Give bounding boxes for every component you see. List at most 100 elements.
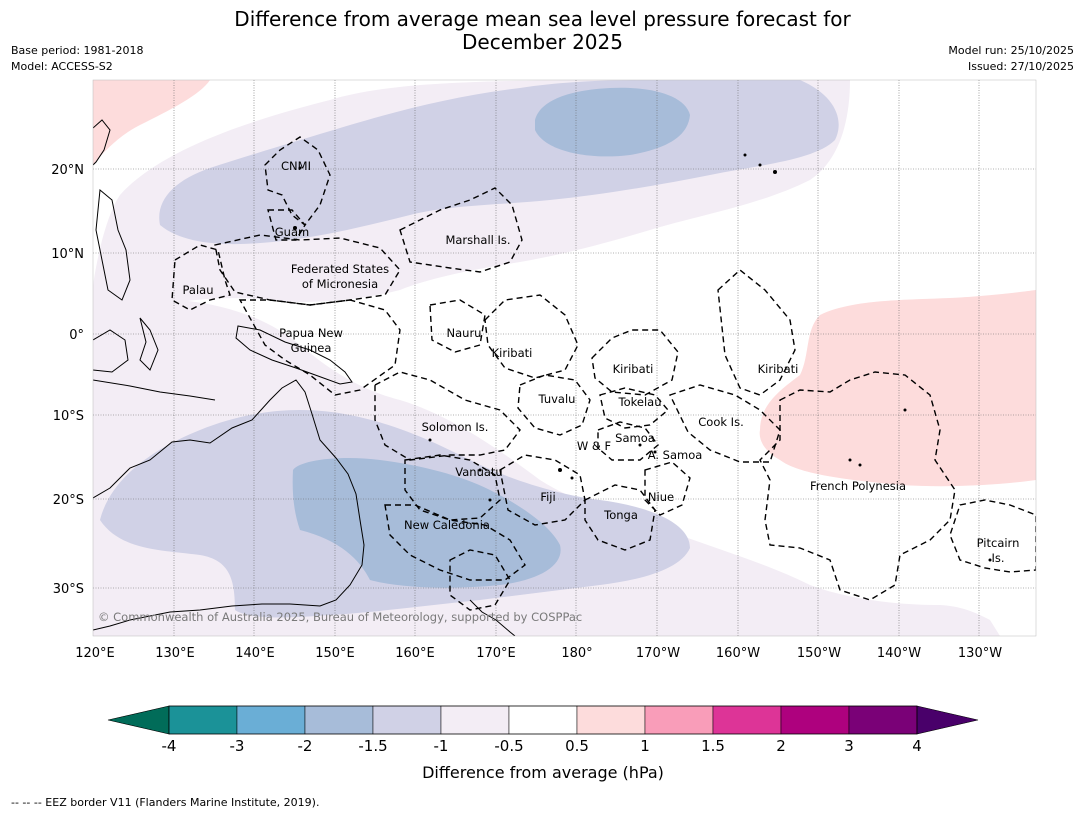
place-label: Guam (275, 225, 309, 239)
colorbar-segment (644, 705, 714, 735)
place-label: of Micronesia (302, 277, 378, 291)
colorbar-tick: -0.5 (494, 737, 523, 755)
colorbar: -4 -3 -2 -1.5 -1 -0.5 0.5 1 1.5 2 3 4 Di… (107, 705, 979, 782)
title-line-1: Difference from average mean sea level p… (234, 7, 851, 31)
lon-label: 160°W (716, 646, 760, 661)
lat-label: 30°S (53, 582, 84, 597)
eez-niue (644, 461, 691, 516)
place-label: Vanuatu (455, 465, 502, 479)
eez-french-polynesia (759, 371, 956, 601)
base-period: Base period: 1981-2018 (11, 44, 144, 57)
eez-palau (171, 244, 231, 311)
place-label: Papua New (279, 326, 343, 340)
colorbar-segment (168, 705, 238, 735)
place-label: French Polynesia (810, 479, 906, 493)
coastline-asia (93, 119, 111, 166)
anomaly-region-pink-east (759, 290, 1036, 487)
colorbar-under-arrow (107, 705, 170, 735)
colorbar-segment (508, 705, 578, 735)
islands (293, 153, 992, 562)
lat-label: 10°S (53, 409, 84, 424)
eez-nz-kermadec (449, 549, 511, 611)
coastline-borneo-sulawesi (93, 317, 159, 373)
graticule (93, 80, 1036, 636)
colorbar-tick: -3 (230, 737, 245, 755)
colorbar-segment (440, 705, 510, 735)
place-label: New Caledonia (404, 518, 490, 532)
coastline-australia (93, 379, 365, 631)
lat-label: 20°S (53, 493, 84, 508)
colorbar-segment (372, 705, 442, 735)
coastline-philippines (95, 189, 131, 301)
map-frame (92, 79, 1037, 637)
colorbar-tick: -1 (434, 737, 449, 755)
colorbar-segments (168, 705, 918, 735)
place-label: Kiribati (758, 362, 799, 376)
colorbar-tick: 4 (912, 737, 922, 755)
colorbar-tick: -1.5 (358, 737, 387, 755)
issued-date: Issued: 27/10/2025 (967, 60, 1074, 73)
colorbar-tick: 1 (640, 737, 650, 755)
lon-label: 180° (561, 646, 592, 661)
place-label: Solomon Is. (422, 420, 489, 434)
lon-label: 140°W (877, 646, 921, 661)
latitude-axis: 20°N 10°N 0° 10°S 20°S 30°S (51, 163, 84, 597)
colorbar-segment (236, 705, 306, 735)
lon-label: 150°W (797, 646, 841, 661)
anomaly-region-pink-northwest (93, 80, 210, 165)
copyright-notice: © Commonwealth of Australia 2025, Bureau… (98, 610, 582, 624)
coastlines (93, 119, 516, 636)
place-label: Guinea (291, 341, 332, 355)
place-label: Nauru (447, 326, 482, 340)
lon-label: 140°E (235, 646, 275, 661)
eez-cook (669, 384, 781, 463)
model-run: Model run: 25/10/2025 (948, 44, 1074, 57)
title-line-2: December 2025 (462, 30, 623, 54)
eez-guam (267, 209, 306, 241)
place-label: Fiji (540, 490, 555, 504)
colorbar-segment (304, 705, 374, 735)
eez-tokelau (599, 387, 669, 429)
place-label: Kiribati (613, 362, 654, 376)
eez-samoa (597, 421, 659, 461)
place-label: Cook Is. (698, 415, 743, 429)
lon-label: 130°E (155, 646, 195, 661)
anomaly-region-steelblue-north (535, 87, 690, 157)
colorbar-segment (780, 705, 850, 735)
eez-kiribati-east (717, 269, 796, 396)
lat-label: 10°N (51, 247, 84, 262)
model-name: Model: ACCESS-S2 (11, 60, 113, 73)
lon-label: 150°E (315, 646, 355, 661)
place-label: Pitcairn (977, 536, 1020, 550)
longitude-axis: 120°E 130°E 140°E 150°E 160°E 170°E 180°… (75, 646, 1002, 661)
colorbar-segment (712, 705, 782, 735)
map-panel: © Commonwealth of Australia 2025, Bureau… (93, 80, 1036, 636)
place-label: Federated States (291, 262, 389, 276)
colorbar-segment (848, 705, 918, 735)
eez-png (238, 299, 401, 396)
place-label: W & F (577, 439, 611, 453)
eez-vanuatu (404, 454, 501, 521)
colorbar-label: Difference from average (hPa) (422, 763, 664, 782)
lon-label: 160°E (395, 646, 435, 661)
place-label: Tokelau (618, 395, 662, 409)
place-label: Tonga (603, 508, 638, 522)
place-label: Is. (991, 551, 1004, 565)
eez-new-caledonia (384, 504, 526, 581)
eez-kiribati-west (484, 294, 579, 379)
eez-border-footnote: -- -- -- EEZ border V11 (Flanders Marine… (11, 796, 320, 809)
eez-kiribati-central (591, 329, 679, 396)
place-label: Tuvalu (538, 392, 576, 406)
place-labels: CNMI Guam Marshall Is. Federated States … (183, 159, 1020, 565)
colorbar-tick: 0.5 (565, 737, 589, 755)
colorbar-tick: 3 (844, 737, 854, 755)
lat-label: 20°N (51, 163, 84, 178)
anomaly-region-steelblue-south (292, 458, 561, 588)
coastline-new-guinea (235, 325, 353, 385)
eez-cnmi (264, 136, 331, 226)
colorbar-tick: -4 (162, 737, 177, 755)
place-label: Palau (183, 283, 214, 297)
colorbar-tick-labels: -4 -3 -2 -1.5 -1 -0.5 0.5 1 1.5 2 3 4 (162, 737, 922, 755)
eez-pitcairn (949, 499, 1036, 573)
